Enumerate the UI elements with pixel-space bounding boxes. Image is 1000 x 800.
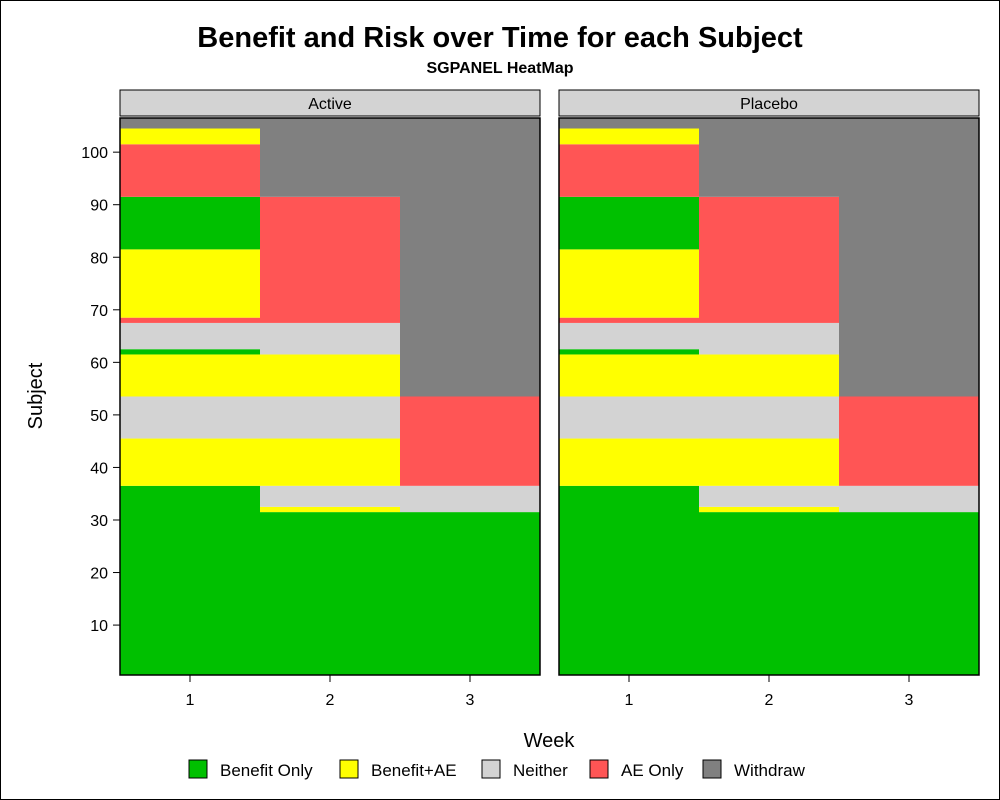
legend-swatch bbox=[589, 759, 609, 779]
x-axis-label: Week bbox=[524, 730, 576, 752]
heatmap-cell-neither bbox=[400, 485, 540, 513]
heatmap-cell-benefit-only bbox=[699, 512, 839, 675]
heatmap-cell-benefit-only bbox=[559, 349, 699, 355]
heatmap-cell-benefit-ae bbox=[559, 438, 699, 486]
heatmap-cell-ae-only bbox=[260, 196, 400, 323]
panel-active: Active 1 2 3 bbox=[119, 89, 541, 709]
heatmap-cell-benefit-only bbox=[120, 349, 260, 355]
heatmap-cell-ae-only bbox=[120, 144, 260, 197]
legend-item-benefit-only: Benefit Only bbox=[188, 759, 313, 780]
heatmap-cell-benefit-ae bbox=[120, 438, 260, 486]
y-tick-label: 70 bbox=[90, 303, 108, 320]
legend: Benefit Only Benefit+AE Neither AE Only With… bbox=[188, 759, 806, 780]
heatmap-cell-benefit-only bbox=[120, 485, 260, 675]
panel-header bbox=[558, 89, 980, 117]
legend-label: AE Only bbox=[621, 761, 684, 780]
y-tick-label: 40 bbox=[90, 460, 108, 477]
y-tick-label: 30 bbox=[90, 513, 108, 530]
legend-swatch bbox=[339, 759, 359, 779]
heatmap-cell-ae-only bbox=[400, 396, 540, 486]
y-tick-label: 60 bbox=[90, 355, 108, 372]
x-tick-label: 2 bbox=[765, 692, 774, 709]
heatmap-cell-neither bbox=[559, 322, 699, 350]
heatmap-cell-benefit-only bbox=[260, 512, 400, 675]
heatmap-cell-neither bbox=[699, 485, 839, 507]
heatmap-cell-benefit-ae bbox=[260, 506, 400, 513]
y-axis: 10 20 30 40 50 60 70 80 90 100 bbox=[81, 145, 120, 635]
heatmap-cell-ae-only bbox=[699, 196, 839, 323]
x-tick-label: 1 bbox=[625, 692, 634, 709]
legend-swatch bbox=[481, 759, 501, 779]
heatmap-cell-neither bbox=[699, 322, 839, 355]
heatmap-cell-ae-only bbox=[559, 144, 699, 197]
panel-header bbox=[119, 89, 541, 117]
x-tick-label: 1 bbox=[186, 692, 195, 709]
y-axis-label: Subject bbox=[25, 362, 47, 429]
heatmap-cell-neither bbox=[260, 396, 400, 439]
heatmap-cell-withdraw bbox=[839, 118, 979, 397]
heatmap-cell-withdraw bbox=[260, 118, 400, 197]
y-tick-label: 20 bbox=[90, 566, 108, 583]
y-tick-label: 90 bbox=[90, 198, 108, 215]
legend-item-withdraw: Withdraw bbox=[702, 759, 806, 780]
x-tick-label: 3 bbox=[905, 692, 914, 709]
y-tick-label: 100 bbox=[81, 145, 108, 162]
heatmap-cell-ae-only bbox=[839, 396, 979, 486]
legend-swatch bbox=[188, 759, 208, 779]
legend-label: Benefit+AE bbox=[371, 761, 457, 780]
heatmap-cell-benefit-ae bbox=[699, 506, 839, 513]
panel-header-label: Placebo bbox=[740, 96, 798, 113]
legend-item-ae-only: AE Only bbox=[589, 759, 684, 780]
legend-label: Benefit Only bbox=[220, 761, 313, 780]
heatmap-cell-ae-only bbox=[559, 317, 699, 323]
chart-subtitle: SGPANEL HeatMap bbox=[427, 60, 574, 77]
legend-item-benefit-ae: Benefit+AE bbox=[339, 759, 457, 780]
heatmap-cell-withdraw bbox=[400, 118, 540, 397]
y-tick-label: 80 bbox=[90, 250, 108, 267]
heatmap-cell-neither bbox=[260, 322, 400, 355]
chart-title: Benefit and Risk over Time for each Subj… bbox=[197, 22, 803, 54]
heatmap-cell-neither bbox=[120, 322, 260, 350]
legend-item-neither: Neither bbox=[481, 759, 568, 780]
heatmap-cell-benefit-ae bbox=[120, 249, 260, 318]
heatmap-cell-benefit-ae bbox=[559, 249, 699, 318]
y-tick-label: 50 bbox=[90, 408, 108, 425]
heatmap-cell-benefit-only bbox=[559, 196, 699, 250]
legend-swatch bbox=[702, 759, 722, 779]
x-tick-label: 3 bbox=[466, 692, 475, 709]
heatmap-cell-benefit-ae bbox=[120, 354, 260, 397]
heatmap-cell-withdraw bbox=[699, 118, 839, 197]
panel-header-label: Active bbox=[308, 96, 352, 113]
heatmap-cell-benefit-only bbox=[400, 512, 540, 675]
x-tick-label: 2 bbox=[326, 692, 335, 709]
heatmap-cell-withdraw bbox=[559, 118, 699, 129]
legend-label: Withdraw bbox=[734, 761, 806, 780]
heatmap-cell-benefit-only bbox=[559, 485, 699, 675]
heatmap-cell-withdraw bbox=[120, 118, 260, 129]
heatmap-cell-benefit-ae bbox=[120, 128, 260, 145]
heatmap-cell-neither bbox=[260, 485, 400, 507]
legend-label: Neither bbox=[513, 761, 568, 780]
heatmap-cell-neither bbox=[559, 396, 699, 439]
heatmap-cell-benefit-ae bbox=[559, 128, 699, 145]
heatmap-cell-benefit-only bbox=[120, 196, 260, 250]
heatmap-cell-benefit-only bbox=[839, 512, 979, 675]
panels: Active 1 2 3 Placebo 1 2 3 bbox=[119, 89, 980, 709]
heatmap-cell-neither bbox=[839, 485, 979, 513]
heatmap-cell-neither bbox=[699, 396, 839, 439]
heatmap-cell-neither bbox=[120, 396, 260, 439]
panel-placebo: Placebo 1 2 3 bbox=[558, 89, 980, 709]
heatmap-cell-ae-only bbox=[120, 317, 260, 323]
heatmap-cell-benefit-ae bbox=[559, 354, 699, 397]
y-tick-label: 10 bbox=[90, 618, 108, 635]
